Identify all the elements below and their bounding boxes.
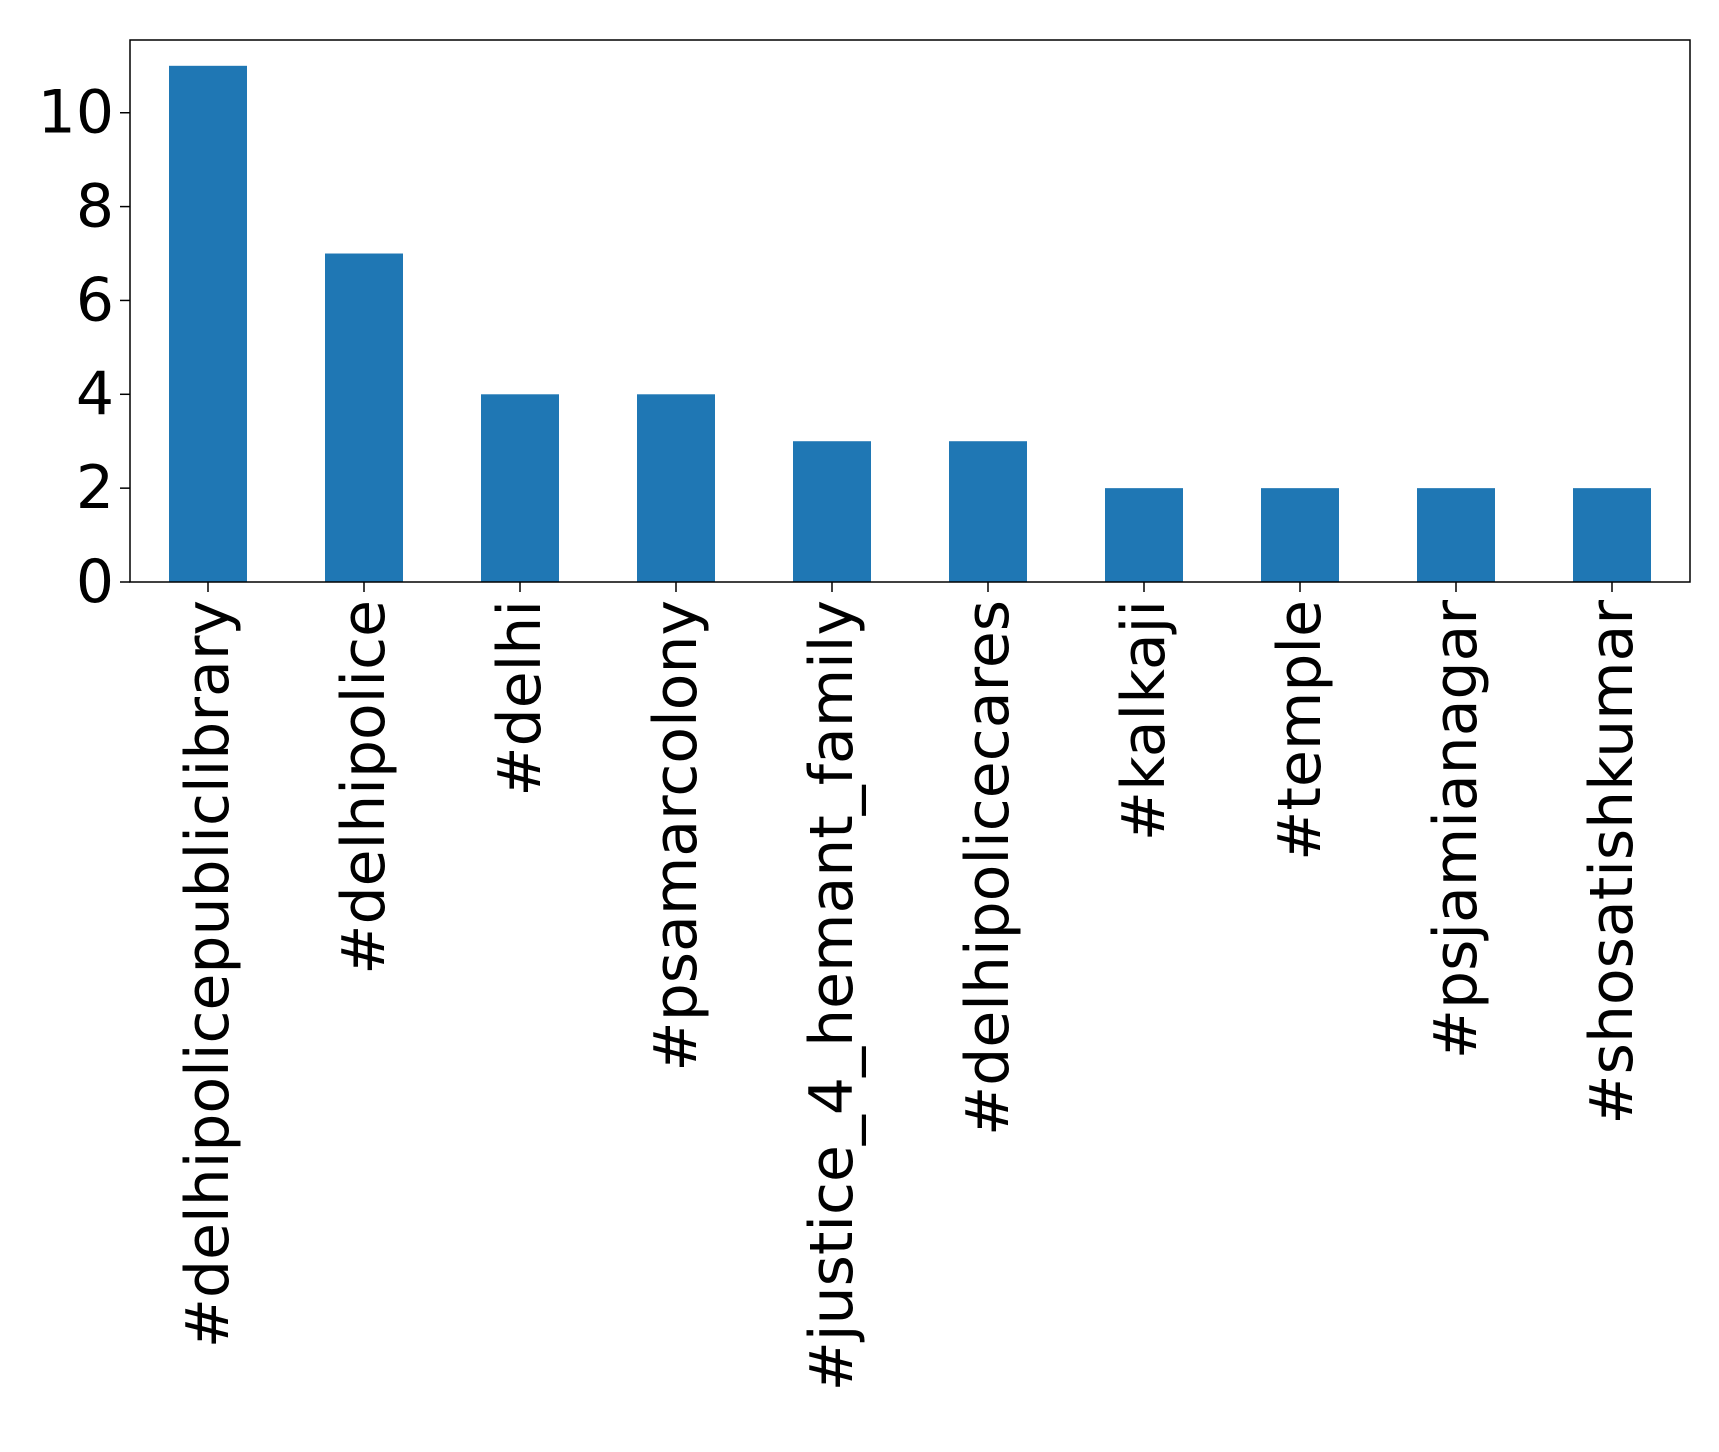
bar-delhipolicepubliclibrary xyxy=(169,65,247,583)
y-axis: 0 2 4 6 8 10 xyxy=(38,78,130,617)
x-axis: #delhipolicepubliclibrary #delhipolice #de… xyxy=(173,582,1647,1391)
bar-shosatishkumar xyxy=(1573,488,1651,582)
y-tick-label: 10 xyxy=(38,78,114,148)
x-tick-label: #delhi xyxy=(485,600,555,797)
bar-kalkaji xyxy=(1105,488,1183,582)
x-tick-label: #psjamianagar xyxy=(1421,600,1491,1060)
bars-layer xyxy=(169,65,1651,583)
x-tick-label: #justice_4_hemant_family xyxy=(797,600,867,1391)
y-tick-label: 6 xyxy=(76,265,114,335)
x-tick-label: #shosatishkumar xyxy=(1577,600,1647,1125)
x-tick-label: #delhipolice xyxy=(329,600,399,975)
bar-temple xyxy=(1261,488,1339,582)
y-tick-label: 4 xyxy=(76,359,114,429)
bar-justice-4-hemant-family xyxy=(793,441,871,582)
bar-psamarcolony xyxy=(637,394,715,582)
y-tick-label: 0 xyxy=(76,547,114,617)
x-tick-label: #delhipolicepubliclibrary xyxy=(173,600,243,1348)
bar-psjamianagar xyxy=(1417,488,1495,582)
x-tick-label: #psamarcolony xyxy=(641,600,711,1072)
y-tick-label: 2 xyxy=(76,453,114,523)
bar-delhipolicecares xyxy=(949,441,1027,582)
y-tick-label: 8 xyxy=(76,172,114,242)
bar-delhi xyxy=(481,394,559,582)
plot-frame xyxy=(129,39,1691,583)
x-tick-label: #kalkaji xyxy=(1109,600,1179,841)
x-tick-label: #temple xyxy=(1265,600,1335,861)
bar-delhipolice xyxy=(325,253,403,583)
x-tick-label: #delhipolicecares xyxy=(953,600,1023,1136)
